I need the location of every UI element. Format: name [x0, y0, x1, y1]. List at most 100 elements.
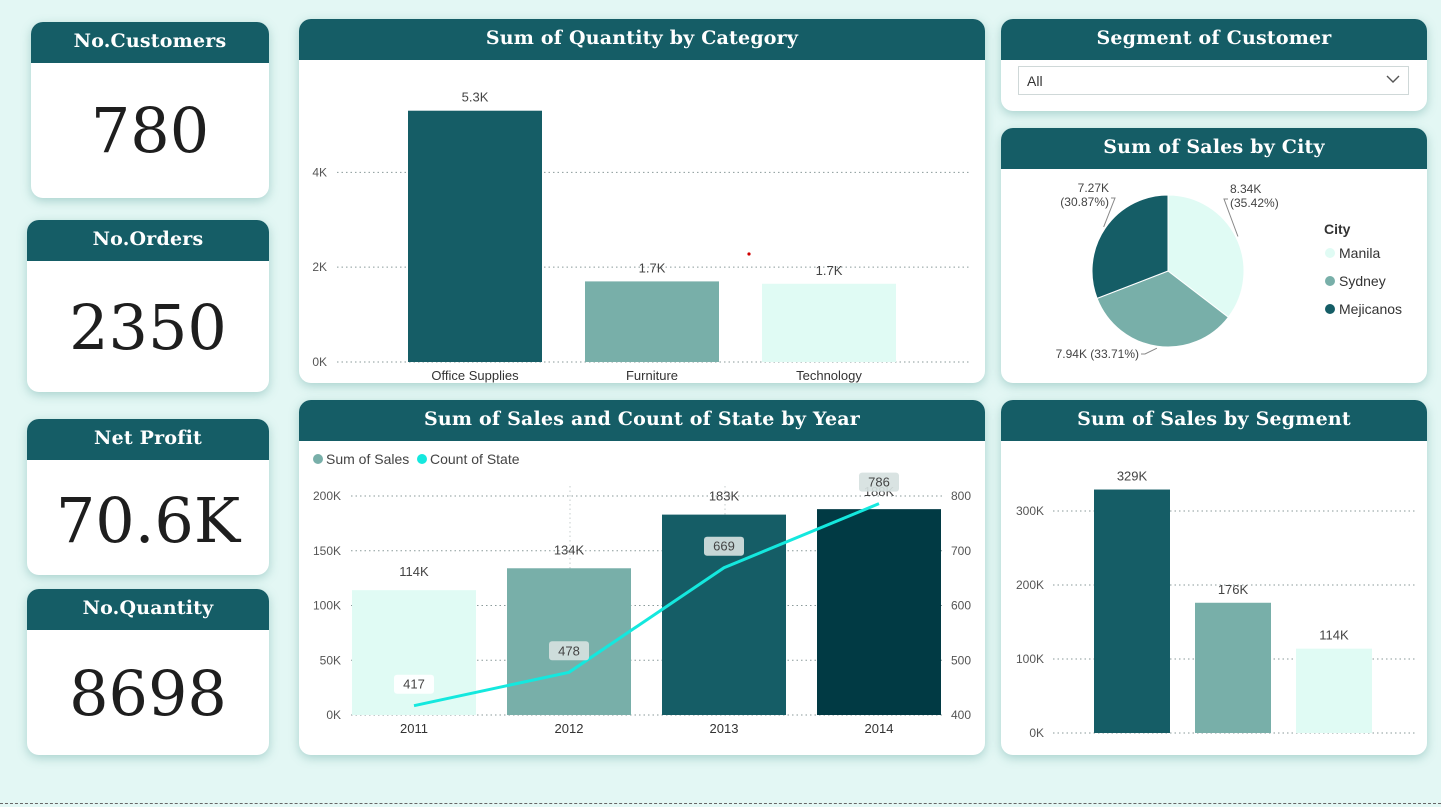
line-data-label-bg — [859, 472, 899, 492]
kpi-value: 2350 — [69, 291, 227, 364]
x-tick-label: Furniture — [626, 368, 678, 383]
kpi-card-customers: No.Customers 780 — [31, 22, 269, 198]
line-data-label-bg — [549, 641, 589, 661]
kpi-value: 70.6K — [55, 484, 241, 557]
chart-title: Sum of Sales by Segment — [1001, 400, 1427, 441]
line-data-label: 417 — [403, 677, 425, 692]
bar — [817, 509, 941, 715]
data-label: 7.94K (33.71%) — [1056, 347, 1139, 361]
legend-label: Sydney — [1339, 273, 1386, 289]
y-tick-label: 300K — [1016, 504, 1044, 518]
bar — [1094, 489, 1170, 733]
legend-title: City — [1324, 221, 1351, 237]
y-tick-label: 4K — [312, 165, 327, 179]
page-divider — [0, 803, 1441, 804]
bar — [585, 281, 719, 362]
bar-data-label: 183K — [709, 489, 740, 504]
data-label: 5.3K — [462, 90, 489, 105]
line-data-label: 478 — [558, 643, 580, 658]
x-tick-label: 2012 — [555, 721, 584, 736]
y-tick-label: 100K — [313, 599, 341, 613]
y-tick-label: 0K — [312, 355, 327, 369]
legend-label: Sum of Sales — [326, 451, 409, 467]
sales-by-city-chart[interactable]: 8.34K(35.42%) 7.94K (33.71%) 7.27K(30.87%)… — [1001, 169, 1427, 383]
kpi-title: Net Profit — [27, 419, 269, 460]
chart-card-sales-by-segment: Sum of Sales by Segment 0K 100K 200K 300K 32… — [1001, 400, 1427, 755]
bar-data-label: 114K — [399, 564, 429, 579]
chart-card-quantity-by-category: Sum of Quantity by Category 0K 2K 4K 5.3K Of… — [299, 19, 985, 383]
data-label: 176K — [1218, 582, 1249, 597]
sales-by-segment-chart[interactable]: 0K 100K 200K 300K 329K 176K 114K — [1001, 441, 1427, 755]
data-label: 1.7K — [639, 260, 666, 275]
legend-label: Mejicanos — [1339, 301, 1402, 317]
legend-marker — [1325, 248, 1335, 258]
data-label: 1.7K — [816, 263, 843, 278]
dropdown-selected-value: All — [1027, 73, 1043, 89]
segment-dropdown[interactable]: All — [1018, 66, 1409, 95]
line-data-label-bg — [394, 674, 434, 694]
kpi-value: 8698 — [69, 657, 227, 730]
data-label: (30.87%) — [1060, 195, 1109, 209]
chart-card-sales-by-city: Sum of Sales by City 8.34K (35.42%) 7.94K … — [1001, 128, 1427, 383]
kpi-title: No.Customers — [31, 22, 269, 63]
data-label: 8.34K — [1230, 182, 1261, 196]
kpi-card-net-profit: Net Profit 70.6K — [27, 419, 269, 575]
y-tick-label: 150K — [313, 544, 341, 558]
x-tick-label: Technology — [796, 368, 862, 383]
chart-card-sales-state-by-year: Sum of Sales and Count of State by Year … — [299, 400, 985, 755]
kpi-card-orders: No.Orders 2350 — [27, 220, 269, 392]
bar-data-label: 134K — [554, 542, 585, 557]
y-tick-label: 50K — [320, 653, 341, 667]
y-tick-label: 200K — [1016, 578, 1044, 592]
y-tick-label: 0K — [1029, 726, 1044, 740]
leader-line — [1141, 347, 1158, 355]
sales-and-state-by-year-chart[interactable]: Sum of Sales Count of State 0K 50K 100K 150K 2… — [299, 441, 985, 755]
pie-slice — [1096, 270, 1230, 348]
chart-title: Sum of Sales and Count of State by Year — [299, 400, 985, 441]
legend-marker — [417, 454, 427, 464]
legend-marker — [313, 454, 323, 464]
y2-tick-label: 400 — [951, 708, 971, 722]
segment-filter-card: Segment of Customer All — [1001, 19, 1427, 111]
line-data-label-bg — [704, 536, 744, 556]
leader-line — [1103, 197, 1116, 228]
line-series-count-of-state — [413, 502, 880, 708]
y-tick-label: 2K — [312, 260, 327, 274]
line-data-label: 669 — [713, 539, 735, 554]
data-label: 114K — [1319, 628, 1349, 643]
leader-line — [1223, 198, 1239, 237]
filter-title: Segment of Customer — [1001, 19, 1427, 60]
data-label: 329K — [1117, 469, 1148, 484]
chart-title: Sum of Sales by City — [1001, 128, 1427, 169]
kpi-card-quantity: No.Quantity 8698 — [27, 589, 269, 755]
bar — [1195, 602, 1271, 733]
y2-tick-label: 800 — [951, 489, 971, 503]
legend-label: Manila — [1339, 245, 1380, 261]
x-tick-label: 2013 — [710, 721, 739, 736]
x-tick-label: 2014 — [865, 721, 894, 736]
x-tick-label: 2011 — [400, 721, 428, 736]
legend-label: Count of State — [430, 451, 520, 467]
bar — [762, 283, 896, 362]
data-label: 7.27K — [1078, 181, 1109, 195]
legend-marker — [1325, 276, 1335, 286]
kpi-title: No.Orders — [27, 220, 269, 261]
line-data-label: 786 — [868, 475, 890, 490]
bar — [408, 110, 542, 362]
y2-tick-label: 700 — [951, 544, 971, 558]
y2-tick-label: 500 — [951, 653, 971, 667]
y-tick-label: 200K — [313, 489, 341, 503]
y2-tick-label: 600 — [951, 599, 971, 613]
kpi-title: No.Quantity — [27, 589, 269, 630]
bar — [1296, 648, 1372, 733]
pie-slice — [1167, 194, 1245, 318]
y-tick-label: 100K — [1016, 652, 1044, 666]
x-tick-label: Office Supplies — [431, 368, 519, 383]
y-tick-label: 0K — [326, 708, 341, 722]
chart-title: Sum of Quantity by Category — [299, 19, 985, 60]
quantity-by-category-chart[interactable]: 0K 2K 4K 5.3K Office Supplies 1.7K Furniture 1.… — [299, 60, 985, 383]
cursor-dot — [747, 252, 751, 256]
chevron-down-icon — [1386, 75, 1400, 83]
bar — [352, 590, 476, 715]
data-label: (35.42%) — [1230, 196, 1279, 210]
